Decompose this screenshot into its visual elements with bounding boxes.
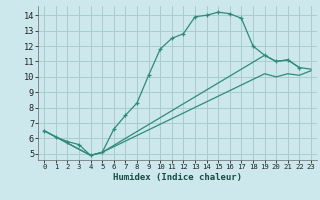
X-axis label: Humidex (Indice chaleur): Humidex (Indice chaleur) [113, 173, 242, 182]
